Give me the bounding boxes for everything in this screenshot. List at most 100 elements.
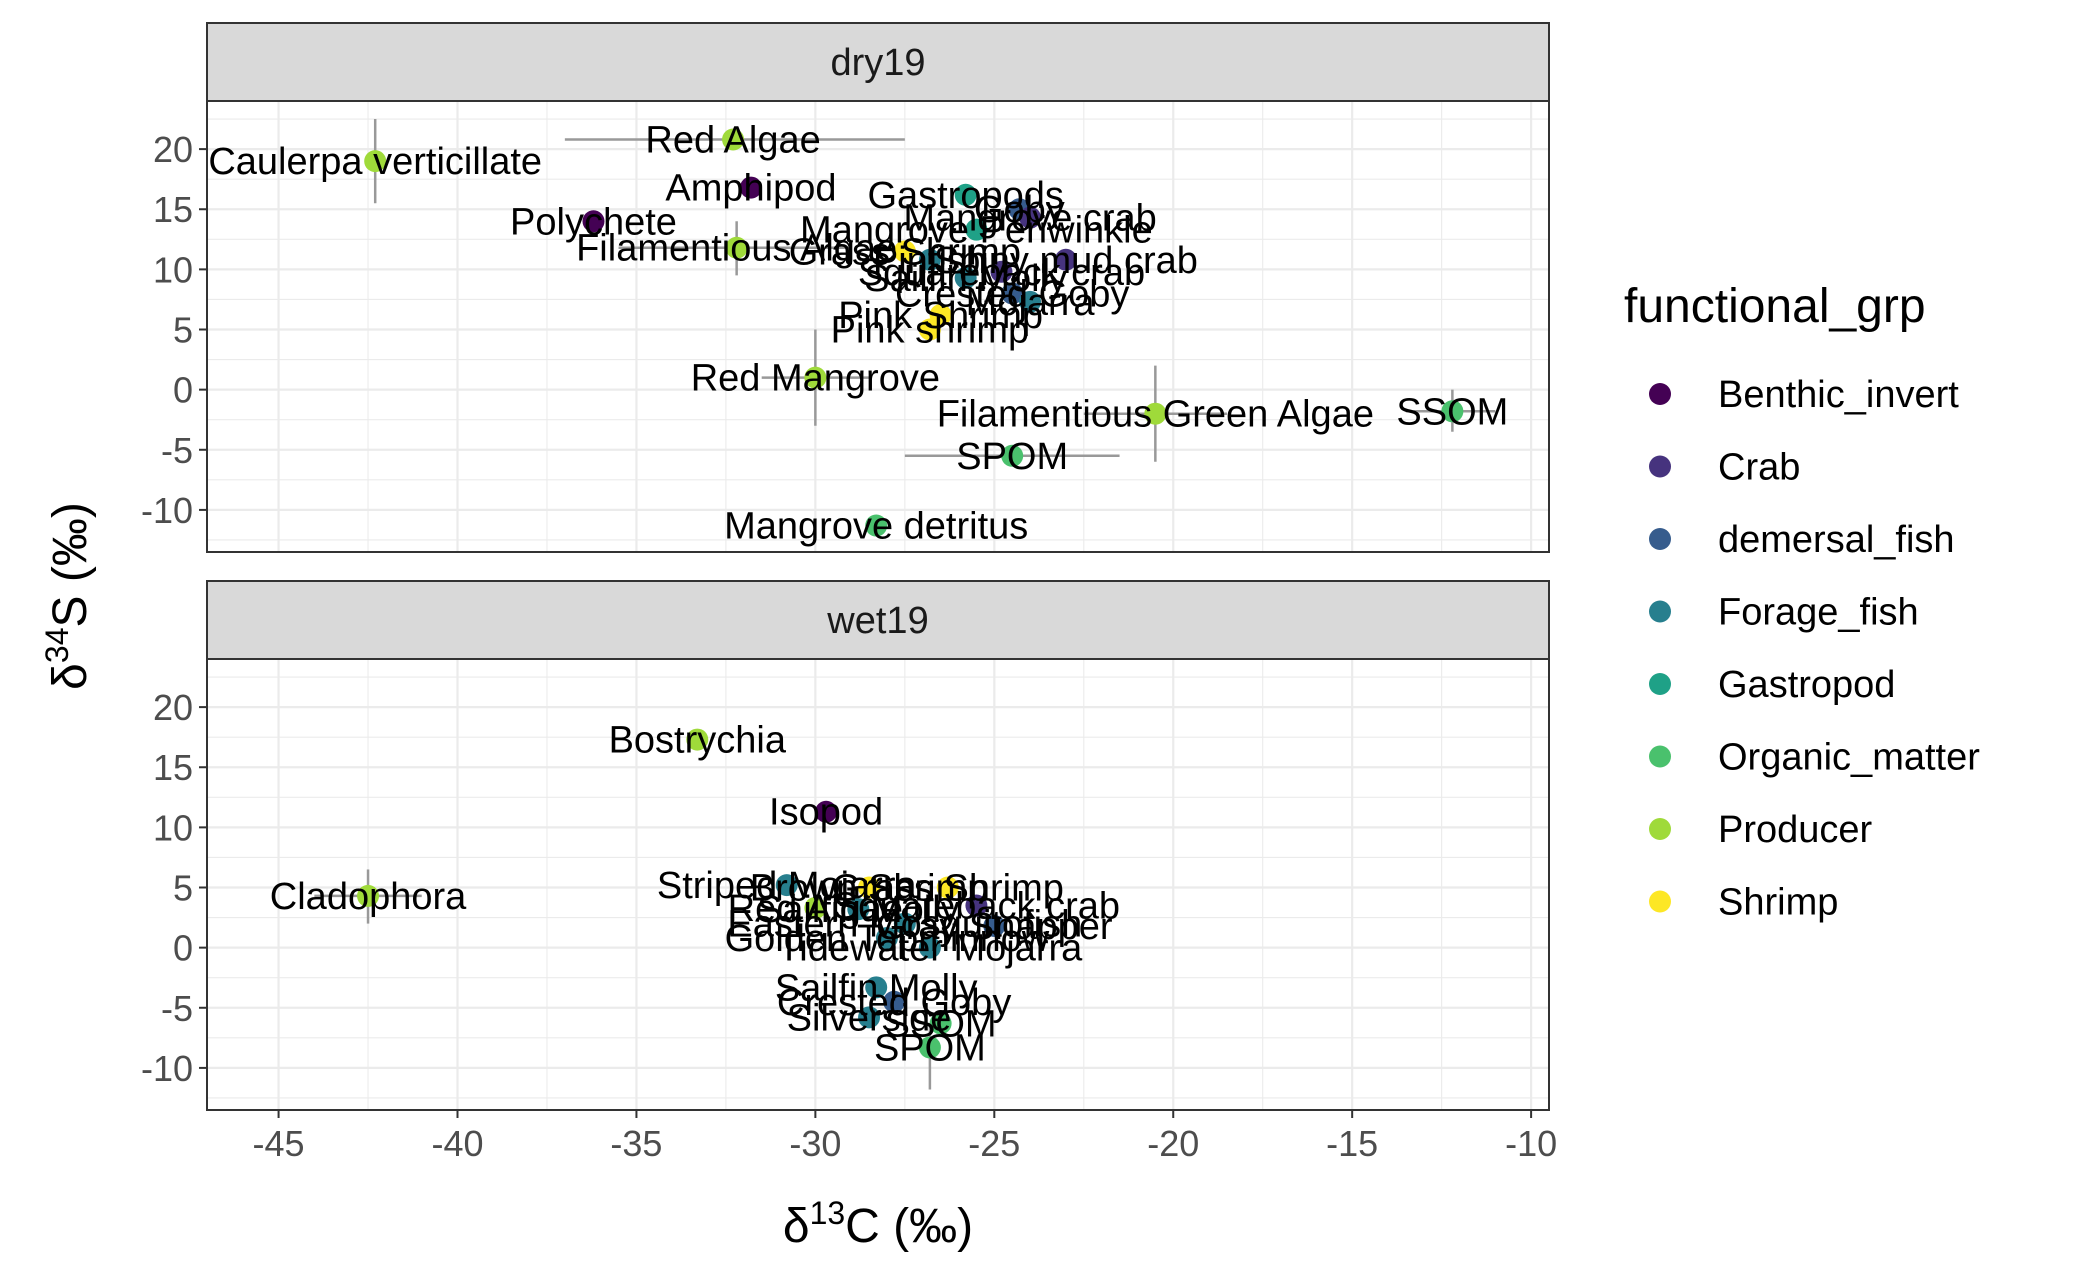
y-axis-title: δ34S (‰)	[39, 502, 97, 690]
x-tick-label: -30	[789, 1123, 841, 1164]
point-label: Mojarra	[966, 282, 1096, 324]
data-point	[918, 1036, 941, 1059]
data-point	[893, 240, 916, 263]
point-label: SPOM	[956, 436, 1068, 478]
strip-label-dry19: dry19	[830, 42, 925, 84]
x-tick-label: -20	[1147, 1123, 1199, 1164]
data-point	[865, 976, 888, 999]
data-point	[582, 210, 605, 233]
data-point	[990, 260, 1013, 283]
data-point	[893, 912, 916, 935]
panel-dry19: dry19 Caulerpa verticillate Red Algae Amph…	[141, 22, 1550, 553]
point-label: Silverside	[787, 997, 952, 1039]
data-point	[364, 150, 387, 173]
grid-wet19	[207, 659, 1549, 1110]
data-point	[983, 914, 1006, 937]
data-point	[1001, 444, 1024, 467]
legend-label: demersal_fish	[1718, 519, 1955, 561]
plot-border-wet19	[206, 658, 1550, 1111]
x-tick-label: -45	[253, 1123, 305, 1164]
y-tick-label: 5	[173, 310, 193, 351]
data-point	[722, 128, 745, 151]
data-point	[815, 800, 838, 823]
point-label: Amphipod	[665, 168, 836, 210]
y-tick-label: 0	[173, 370, 193, 411]
point-label: Mangrove Periwinkle	[800, 210, 1153, 252]
point-label: Gray Snapper	[876, 906, 1113, 948]
plot-border-dry19	[206, 100, 1550, 553]
data-point	[965, 218, 988, 241]
point-label: Sailfin Molly	[864, 258, 1067, 300]
points-wet19	[357, 728, 1006, 1059]
data-point	[847, 898, 870, 921]
data-point	[918, 936, 941, 959]
data-point	[1001, 282, 1024, 305]
point-label: Red Mangrove	[691, 358, 940, 400]
point-labels-wet19: Bostrychia Isopod Cladophora Striped Mojarr…	[270, 720, 1120, 1070]
legend-key	[1649, 600, 1671, 623]
data-point	[929, 1012, 952, 1035]
data-point	[1441, 400, 1464, 423]
point-label: Crested Goby	[895, 273, 1129, 315]
data-point	[954, 266, 977, 289]
legend-key	[1649, 673, 1671, 695]
legend-key	[1649, 890, 1671, 913]
point-label: Spiny mud crab	[934, 240, 1198, 282]
legend-key	[1649, 455, 1671, 478]
data-point	[357, 884, 380, 907]
x-axis-ticks: -45 -40 -35 -30 -25 -20 -15 -10	[253, 1110, 1557, 1164]
point-label: Squareback crab	[858, 252, 1145, 294]
point-label: Grass Shrimp	[832, 868, 1064, 910]
y-tick-label: 20	[153, 129, 193, 170]
data-point	[804, 896, 827, 919]
y-tick-label: 10	[153, 249, 193, 290]
point-label: SSOM	[1396, 391, 1508, 433]
legend-key	[1649, 528, 1671, 550]
y-axis-ticks-dry19: -10 -5 0 5 10 15 20	[141, 129, 207, 531]
points-dry19	[364, 128, 1464, 537]
legend-title: functional_grp	[1624, 280, 1926, 333]
point-label: Grass Shrimp	[789, 231, 1021, 273]
point-label: SSOM	[885, 1003, 997, 1045]
data-point	[775, 874, 798, 897]
data-point	[936, 876, 959, 899]
y-tick-label: 15	[153, 189, 193, 230]
point-label: Isopod	[769, 792, 883, 834]
y-tick-label: 20	[153, 687, 193, 728]
point-labels-dry19: Caulerpa verticillate Red Algae AmphipodPo…	[208, 119, 1508, 547]
point-label: Caulerpa verticillate	[208, 141, 542, 183]
data-point	[686, 728, 709, 751]
y-tick-label: 0	[173, 928, 193, 969]
point-label: Red Algae	[645, 119, 820, 161]
x-tick-label: -35	[610, 1123, 662, 1164]
y-tick-label: 10	[153, 807, 193, 848]
y-tick-label: -5	[161, 988, 193, 1029]
legend-key	[1649, 745, 1671, 768]
point-label: Mangrove crab	[903, 198, 1156, 240]
legend: functional_grp Benthic_invert Crab demersa…	[1624, 280, 1980, 924]
legend-label: Organic_matter	[1718, 737, 1980, 779]
legend-key	[1649, 383, 1671, 405]
y-tick-label: -10	[141, 1048, 193, 1089]
legend-label: Benthic_invert	[1718, 374, 1959, 416]
data-point	[865, 514, 888, 537]
legend-label: Crab	[1718, 447, 1800, 489]
data-point	[858, 876, 881, 899]
point-label: Filamentious Algae	[576, 228, 897, 270]
data-point	[918, 248, 941, 271]
x-tick-label: -40	[431, 1123, 483, 1164]
legend-label: Shrimp	[1718, 882, 1838, 924]
data-point	[1054, 248, 1077, 271]
y-tick-label: -5	[161, 430, 193, 471]
strip-background-wet19	[206, 580, 1550, 660]
point-label: Tidewater Mojarra	[777, 928, 1083, 970]
legend-label: Gastropod	[1718, 664, 1895, 706]
data-point	[965, 894, 988, 917]
data-point	[918, 318, 941, 341]
point-label: Sailfin Molly	[775, 967, 978, 1009]
data-point	[1144, 402, 1167, 425]
grid-dry19	[207, 101, 1549, 552]
x-axis-title: δ13C (‰)	[783, 1195, 973, 1253]
x-tick-label: -15	[1326, 1123, 1378, 1164]
